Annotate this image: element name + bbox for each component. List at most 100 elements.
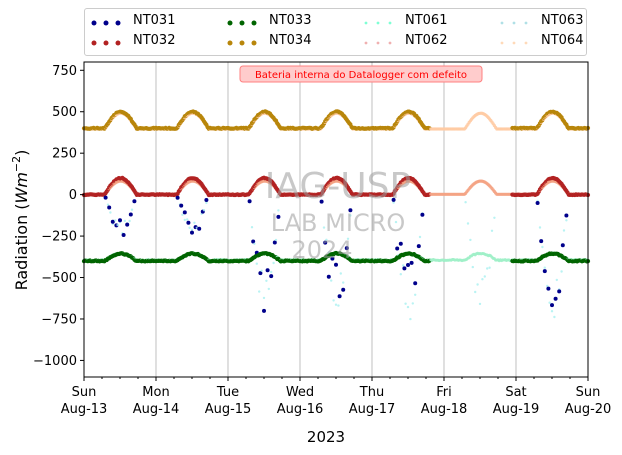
point-nt031 bbox=[337, 294, 342, 299]
y-tick-label: 750 bbox=[52, 64, 77, 79]
point-nt031 bbox=[420, 212, 425, 217]
point-nt063 bbox=[193, 221, 196, 224]
legend: NT031 NT032 NT033 NT034 NT061 NT062 NT06… bbox=[84, 8, 587, 56]
point-nt031 bbox=[344, 246, 349, 251]
point-nt031 bbox=[118, 218, 122, 223]
point-nt063 bbox=[394, 220, 398, 224]
point-nt031 bbox=[398, 241, 403, 246]
watermark: IAG-USP LAB MICRO 2024 bbox=[265, 166, 411, 264]
point-nt063 bbox=[466, 222, 470, 225]
point-nt063 bbox=[130, 208, 134, 211]
x-tick-date: Aug-17 bbox=[349, 402, 396, 417]
y-tick-label: 500 bbox=[52, 105, 77, 120]
point-nt031 bbox=[121, 233, 126, 237]
point-nt031 bbox=[330, 256, 335, 261]
point-nt031 bbox=[110, 219, 115, 224]
point-nt063 bbox=[546, 284, 549, 288]
point-nt063 bbox=[258, 290, 261, 293]
point-nt063 bbox=[555, 278, 558, 282]
point-nt063 bbox=[548, 301, 551, 304]
point-nt063 bbox=[267, 287, 270, 291]
point-nt031 bbox=[546, 286, 551, 291]
point-nt031 bbox=[341, 287, 346, 292]
point-nt031 bbox=[182, 210, 187, 215]
point-nt063 bbox=[406, 305, 410, 309]
point-nt031 bbox=[251, 239, 256, 244]
point-nt031 bbox=[272, 240, 277, 245]
series-layer bbox=[81, 109, 591, 321]
point-nt063 bbox=[478, 302, 482, 306]
watermark-line-3: 2024 bbox=[291, 236, 352, 264]
x-tick-day: Wed bbox=[286, 385, 314, 400]
point-nt031 bbox=[269, 274, 274, 279]
point-nt063 bbox=[325, 238, 328, 241]
annotation-text: Bateria interna do Datalogger com defeit… bbox=[255, 70, 467, 81]
legend-label-nt063: NT063 bbox=[541, 13, 584, 28]
legend-marker-5 bbox=[364, 41, 392, 45]
legend-marker-3 bbox=[227, 40, 257, 46]
point-nt063 bbox=[550, 310, 554, 313]
x-tick-date: Aug-16 bbox=[277, 402, 324, 417]
point-nt063 bbox=[255, 262, 258, 265]
point-nt031 bbox=[186, 220, 191, 225]
x-tick-date: Aug-15 bbox=[205, 402, 252, 417]
point-nt031 bbox=[323, 240, 328, 245]
legend-marker-2 bbox=[227, 20, 257, 26]
point-nt031 bbox=[179, 203, 184, 208]
grid-lines bbox=[155, 62, 517, 377]
point-nt063 bbox=[116, 223, 119, 227]
point-nt031 bbox=[258, 271, 263, 276]
point-nt063 bbox=[404, 302, 407, 305]
legend-label-nt033: NT033 bbox=[269, 13, 312, 28]
point-nt063 bbox=[553, 315, 556, 319]
point-nt063 bbox=[349, 214, 352, 217]
point-nt063 bbox=[490, 229, 494, 232]
x-tick-day: Tue bbox=[216, 385, 239, 400]
y-tick-label: −750 bbox=[41, 312, 77, 327]
legend-label-nt061: NT061 bbox=[405, 13, 448, 28]
watermark-line-1: IAG-USP bbox=[265, 166, 411, 207]
point-nt063 bbox=[538, 226, 542, 229]
point-nt063 bbox=[202, 209, 206, 212]
point-nt063 bbox=[399, 273, 402, 276]
point-nt063 bbox=[274, 238, 278, 242]
point-nt031 bbox=[334, 262, 338, 267]
point-nt063 bbox=[565, 219, 568, 222]
x-tick-day: Sat bbox=[505, 385, 526, 400]
point-nt031 bbox=[560, 243, 565, 248]
point-nt063 bbox=[332, 299, 335, 302]
annotation-box bbox=[239, 65, 483, 83]
x-tick-date: Aug-20 bbox=[565, 402, 612, 417]
y-tick-label: −250 bbox=[41, 230, 77, 245]
point-nt063 bbox=[330, 279, 333, 282]
point-nt063 bbox=[464, 201, 467, 204]
watermark-line-2: LAB MICRO bbox=[271, 209, 406, 237]
x-axis: Sun Aug-13 Mon Aug-14 Tue Aug-15 Wed Aug-16 Thu A… bbox=[61, 377, 612, 417]
point-nt031 bbox=[557, 289, 562, 294]
point-nt063 bbox=[186, 218, 189, 221]
legend-label-nt031: NT031 bbox=[133, 13, 176, 28]
point-nt031 bbox=[247, 199, 252, 204]
point-nt063 bbox=[183, 218, 186, 222]
point-nt063 bbox=[414, 293, 417, 296]
point-nt063 bbox=[346, 237, 350, 240]
point-nt031 bbox=[413, 281, 418, 286]
y-tick-label: −500 bbox=[41, 271, 77, 286]
x-tick-date: Aug-14 bbox=[133, 402, 180, 417]
x-tick-day: Sun bbox=[576, 385, 601, 400]
point-nt063 bbox=[190, 228, 194, 231]
point-nt063 bbox=[260, 269, 263, 272]
point-nt031 bbox=[326, 274, 331, 279]
point-nt031 bbox=[553, 296, 558, 301]
point-nt031 bbox=[204, 198, 209, 202]
point-nt031 bbox=[564, 213, 569, 218]
point-nt063 bbox=[265, 279, 268, 282]
point-nt063 bbox=[272, 261, 275, 265]
point-nt031 bbox=[395, 246, 400, 251]
point-nt031 bbox=[128, 212, 133, 217]
point-nt031 bbox=[409, 260, 414, 265]
point-nt031 bbox=[132, 199, 137, 204]
x-tick-day: Mon bbox=[142, 385, 169, 400]
point-nt063 bbox=[277, 209, 280, 212]
